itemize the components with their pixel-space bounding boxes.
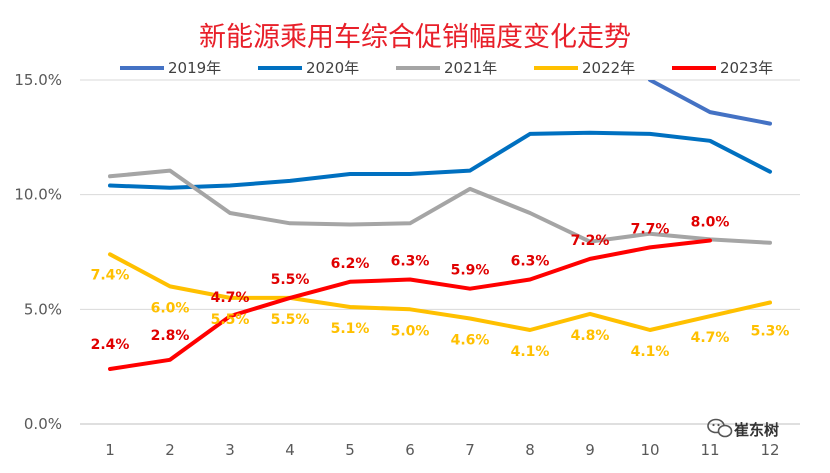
data-label-2022: 4.6% bbox=[451, 333, 490, 349]
x-tick-label: 4 bbox=[285, 441, 295, 459]
x-tick-label: 12 bbox=[760, 441, 779, 459]
data-label-2023: 2.8% bbox=[151, 328, 190, 344]
legend-label-series-2022: 2022年 bbox=[582, 59, 635, 77]
data-label-2023: 4.7% bbox=[211, 290, 250, 306]
legend-label-series-2021: 2021年 bbox=[444, 59, 497, 77]
x-tick-label: 8 bbox=[525, 441, 535, 459]
series-2019-line bbox=[648, 80, 772, 126]
data-label-2023: 5.5% bbox=[271, 272, 310, 288]
legend: 2019年 2020年 2021年 2022年 2023年 bbox=[120, 59, 773, 77]
series-lines bbox=[108, 80, 772, 371]
x-tick-label: 6 bbox=[405, 441, 415, 459]
data-label-2022: 5.1% bbox=[331, 321, 370, 337]
data-label-2022: 5.5% bbox=[271, 312, 310, 328]
chart-title: 新能源乘用车综合促销幅度变化走势 bbox=[199, 22, 631, 53]
axes: 0.0%5.0%10.0%15.0%1 2 3 4 5 6 7 8 9 10 11 12 bbox=[14, 71, 779, 459]
x-tick-label: 2 bbox=[165, 441, 175, 459]
data-label-2022: 4.7% bbox=[691, 330, 730, 346]
series-2022-line bbox=[108, 252, 772, 332]
y-tick-label: 15.0% bbox=[14, 71, 62, 89]
data-label-2023: 5.9% bbox=[451, 263, 490, 279]
series-2023-line bbox=[108, 238, 712, 371]
data-label-2022: 5.5% bbox=[211, 312, 250, 328]
watermark-text: 崔东树 bbox=[733, 421, 779, 439]
x-tick-label: 7 bbox=[465, 441, 475, 459]
series-2020-line bbox=[108, 130, 772, 190]
data-labels: 7.4% 6.0% 5.5% 5.5% 5.1% 5.0% 4.6% 4.1% 4.8% 4.1%… bbox=[91, 215, 790, 360]
y-tick-label: 5.0% bbox=[24, 300, 62, 318]
legend-label-series-2019: 2019年 bbox=[168, 59, 221, 77]
x-tick-label: 1 bbox=[105, 441, 115, 459]
watermark: 崔东树 bbox=[707, 418, 779, 439]
x-tick-label: 10 bbox=[640, 441, 659, 459]
data-label-2023: 2.4% bbox=[91, 337, 130, 353]
data-label-2022: 4.1% bbox=[631, 344, 670, 360]
grid-lines bbox=[80, 79, 800, 425]
data-label-2023: 8.0% bbox=[691, 215, 730, 231]
legend-label-series-2020: 2020年 bbox=[306, 59, 359, 77]
x-tick-label: 5 bbox=[345, 441, 355, 459]
data-label-2022: 7.4% bbox=[91, 267, 130, 283]
legend-label-series-2023: 2023年 bbox=[720, 59, 773, 77]
x-tick-label: 11 bbox=[700, 441, 719, 459]
data-label-2022: 4.8% bbox=[571, 328, 610, 344]
data-label-2023: 7.7% bbox=[631, 221, 670, 237]
y-tick-label: 0.0% bbox=[24, 415, 62, 433]
y-tick-label: 10.0% bbox=[14, 186, 62, 204]
data-label-2022: 5.0% bbox=[391, 323, 430, 339]
data-label-2023: 6.3% bbox=[391, 254, 430, 270]
data-label-2023: 6.3% bbox=[511, 254, 550, 270]
x-tick-label: 3 bbox=[225, 441, 235, 459]
data-label-2022: 6.0% bbox=[151, 300, 190, 316]
data-label-2022: 4.1% bbox=[511, 344, 550, 360]
data-label-2023: 6.2% bbox=[331, 256, 370, 272]
wechat-icon bbox=[707, 418, 733, 438]
data-label-2022: 5.3% bbox=[751, 323, 790, 339]
data-label-2023: 7.2% bbox=[571, 233, 610, 249]
x-tick-label: 9 bbox=[585, 441, 595, 459]
series-2021-line bbox=[108, 168, 772, 245]
